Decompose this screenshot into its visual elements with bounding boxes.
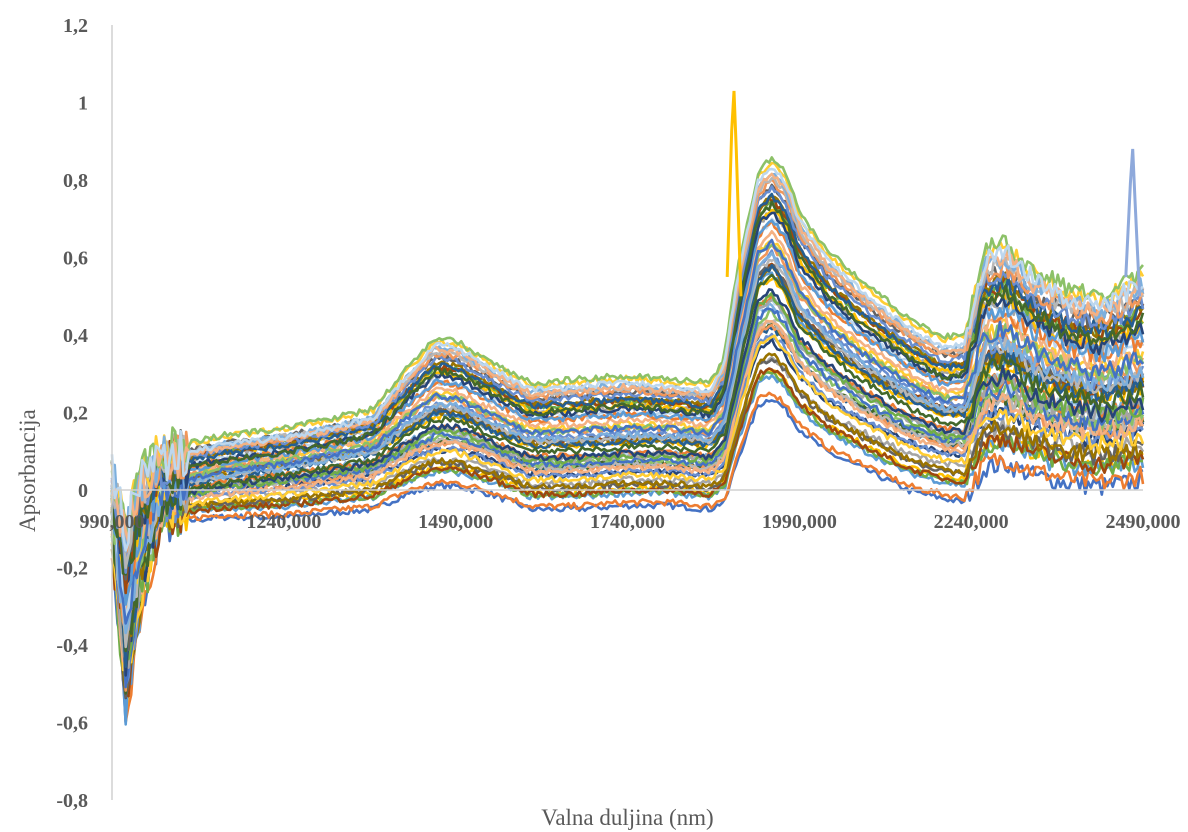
y-tick-label: 0,2	[63, 403, 88, 425]
y-tick-label: -0,4	[56, 635, 88, 657]
spectrum-line	[110, 167, 1144, 552]
spectrum-line	[110, 156, 1145, 539]
spectrum-line	[110, 273, 1145, 653]
spectrum-peak	[1124, 148, 1142, 297]
x-tick-label: 2490,000	[1106, 511, 1181, 533]
x-tick-label: 1490,000	[418, 511, 493, 533]
spectrum-line	[110, 352, 1144, 695]
y-tick-label: 0,4	[63, 325, 88, 347]
y-tick-label: -0,8	[56, 790, 88, 812]
spectrum-peak	[725, 90, 743, 297]
spectrum-line	[110, 200, 1145, 576]
x-tick-label: 2240,000	[934, 511, 1009, 533]
axes-layer	[111, 25, 1143, 800]
series-layer	[110, 90, 1145, 726]
y-tick-label: 1,2	[63, 15, 88, 37]
y-tick-label: -0,6	[56, 713, 88, 735]
tick-labels: -0,8 -0,6 -0,4 -0,2 0 0,2 0,4 0,6 0,8 1 1,2 990,000…	[56, 15, 1180, 812]
x-tick-label: 1740,000	[590, 511, 665, 533]
x-tick-label: 1990,000	[762, 511, 837, 533]
y-tick-label: -0,2	[56, 558, 88, 580]
spectrum-line	[110, 238, 1145, 625]
y-tick-label: 0	[78, 480, 88, 502]
y-axis-title: Apsorbancija	[15, 409, 40, 532]
y-tick-label: 0,8	[63, 170, 88, 192]
x-axis-title: Valna duljina (nm)	[541, 805, 713, 830]
spectrum-line	[110, 334, 1145, 672]
x-tick-label: 990,000	[80, 511, 145, 533]
y-tick-label: 0,6	[63, 248, 88, 270]
y-tick-label: 1	[78, 93, 88, 115]
x-tick-label: 1240,000	[246, 511, 321, 533]
spectrum-line	[110, 219, 1145, 606]
spectrum-line	[110, 251, 1145, 635]
